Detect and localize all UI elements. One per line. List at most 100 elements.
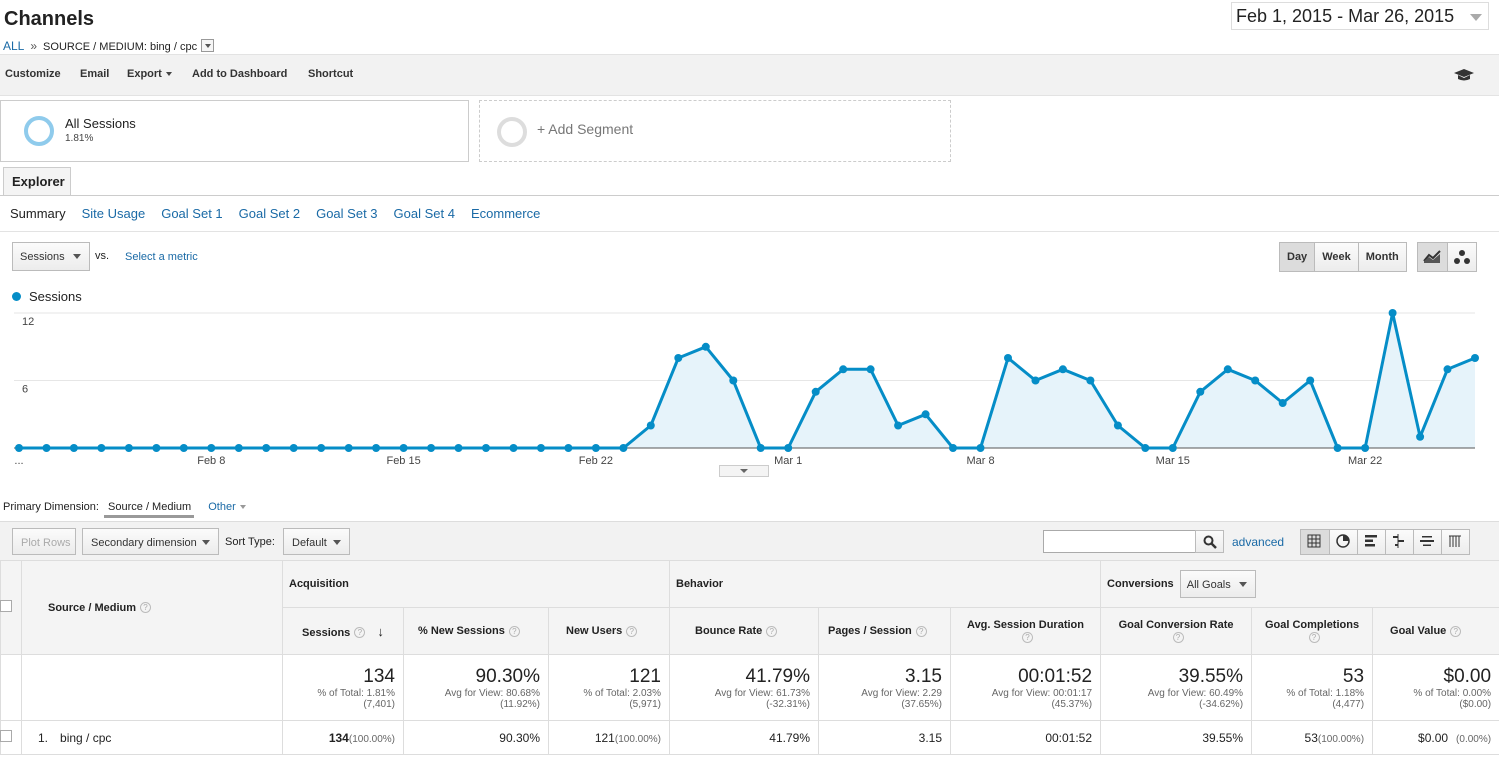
goals-select[interactable]: All Goals xyxy=(1179,570,1256,598)
dimension-header[interactable]: Source / Medium? xyxy=(21,560,283,655)
pivot-icon xyxy=(1449,535,1461,547)
help-icon[interactable]: ? xyxy=(1172,631,1184,643)
x-tick-label: Feb 8 xyxy=(197,455,225,467)
comparison-view-button[interactable] xyxy=(1385,530,1413,554)
add-segment-box[interactable]: + Add Segment xyxy=(479,100,951,162)
chart-resize-handle[interactable] xyxy=(719,465,769,477)
total-sub: (37.65%) xyxy=(901,698,942,710)
sessions-data-point xyxy=(1086,376,1095,385)
help-icon[interactable]: ? xyxy=(1450,625,1462,637)
other-label: Other xyxy=(208,501,236,513)
select-all-checkbox[interactable] xyxy=(0,600,12,612)
avg-duration-header[interactable]: Avg. Session Duration? xyxy=(949,607,1102,655)
graduation-cap-icon[interactable] xyxy=(1453,68,1475,82)
plot-rows-button[interactable]: Plot Rows xyxy=(12,528,76,555)
primary-dimension-underline xyxy=(104,515,194,518)
add-to-dashboard-button[interactable]: Add to Dashboard xyxy=(192,68,288,80)
row-pages-session: 3.15 xyxy=(818,720,951,755)
bounce-rate-header[interactable]: Bounce Rate? xyxy=(669,607,819,655)
sessions-legend-dot xyxy=(12,292,21,301)
segment-all-sessions[interactable]: All Sessions 1.81% xyxy=(0,100,469,162)
new-sessions-header-label: % New Sessions xyxy=(418,625,505,637)
primary-dimension-value[interactable]: Source / Medium xyxy=(108,501,192,513)
row-goal-value-value: $0.00 xyxy=(1418,730,1449,745)
row-bounce-rate: 41.79% xyxy=(669,720,819,755)
subtab-summary[interactable]: Summary xyxy=(10,206,66,221)
subtab-goal-set-3[interactable]: Goal Set 3 xyxy=(316,206,378,221)
help-icon[interactable]: ? xyxy=(766,625,778,637)
customize-button[interactable]: Customize xyxy=(5,68,61,80)
subtab-goal-set-4[interactable]: Goal Set 4 xyxy=(393,206,455,221)
total-sub: (-34.62%) xyxy=(1199,698,1244,710)
goal-conv-rate-header[interactable]: Goal Conversion Rate? xyxy=(1100,607,1253,655)
motion-chart-button[interactable] xyxy=(1447,243,1476,271)
table-toolbar: Plot Rows Secondary dimension Sort Type:… xyxy=(0,521,1499,560)
dimension-header-label: Source / Medium xyxy=(48,601,137,614)
sort-type-select[interactable]: Default xyxy=(283,528,350,555)
y-tick-label: 6 xyxy=(22,384,28,396)
subtab-goal-set-2[interactable]: Goal Set 2 xyxy=(238,206,301,221)
term-cloud-view-button[interactable] xyxy=(1413,530,1441,554)
month-button[interactable]: Month xyxy=(1357,243,1406,271)
help-icon[interactable]: ? xyxy=(140,602,152,614)
day-button[interactable]: Day xyxy=(1280,243,1315,271)
sessions-data-point xyxy=(69,444,78,452)
help-icon[interactable]: ? xyxy=(1022,631,1034,643)
pivot-view-button[interactable] xyxy=(1441,530,1469,554)
row-source-medium-link[interactable]: bing / cpc xyxy=(60,730,112,745)
secondary-dimension-select[interactable]: Secondary dimension xyxy=(82,528,219,555)
row-new-users-pct: (100.00%) xyxy=(614,733,661,745)
sessions-data-point xyxy=(482,444,490,452)
legend-sessions-label: Sessions xyxy=(29,289,82,304)
total-value: 39.55% xyxy=(1178,665,1244,687)
search-button[interactable] xyxy=(1195,530,1224,553)
help-icon[interactable]: ? xyxy=(508,625,520,637)
sessions-line xyxy=(19,311,1476,450)
goal-completions-header[interactable]: Goal Completions? xyxy=(1251,607,1374,655)
bar-chart-icon xyxy=(1365,535,1377,547)
total-value: 134 xyxy=(363,665,395,687)
sessions-data-point xyxy=(1223,365,1232,374)
sessions-data-point xyxy=(124,444,133,452)
add-segment-label: + Add Segment xyxy=(537,121,634,137)
help-icon[interactable]: ? xyxy=(354,627,366,639)
subtab-ecommerce[interactable]: Ecommerce xyxy=(470,206,541,221)
tab-explorer[interactable]: Explorer xyxy=(3,167,71,196)
date-range-picker[interactable]: Feb 1, 2015 - Mar 26, 2015 xyxy=(1231,2,1489,30)
export-button[interactable]: Export xyxy=(127,68,172,80)
performance-view-button[interactable] xyxy=(1357,530,1385,554)
totals-goal-completions: 53% of Total: 1.18% (4,477) xyxy=(1251,654,1374,721)
select-metric-link[interactable]: Select a metric xyxy=(125,251,198,263)
goal-value-header[interactable]: Goal Value? xyxy=(1372,607,1499,655)
sessions-chart[interactable]: 12 6... Feb 8 Feb 15 Feb 22 Mar 1 Mar 8 Mar 15 M… xyxy=(0,305,1499,480)
other-dimension-link[interactable]: Other xyxy=(208,501,246,513)
row-avg-duration: 00:01:52 xyxy=(949,720,1102,755)
new-users-header[interactable]: New Users? xyxy=(548,607,670,655)
table-search-input[interactable] xyxy=(1043,530,1196,553)
week-button[interactable]: Week xyxy=(1314,243,1358,271)
email-button[interactable]: Email xyxy=(80,68,110,80)
segment-percent: 1.81% xyxy=(65,133,94,144)
metric-select[interactable]: Sessions xyxy=(12,242,90,271)
sessions-data-point xyxy=(399,444,408,452)
row-checkbox[interactable] xyxy=(0,730,12,742)
subtab-site-usage[interactable]: Site Usage xyxy=(81,206,146,221)
advanced-filter-link[interactable]: advanced xyxy=(1232,535,1285,549)
sessions-data-point xyxy=(1333,444,1342,452)
breadcrumb-dropdown-icon[interactable] xyxy=(201,39,215,53)
totals-new-sessions: 90.30% Avg for View: 80.68% (11.92%) xyxy=(403,654,549,721)
pages-session-header[interactable]: Pages / Session? xyxy=(818,607,951,655)
sessions-header[interactable]: Sessions? ↓ xyxy=(282,607,404,655)
help-icon[interactable]: ? xyxy=(626,625,638,637)
percentage-view-button[interactable] xyxy=(1329,530,1357,554)
sessions-data-point xyxy=(894,421,903,430)
sessions-data-point xyxy=(1306,376,1315,385)
shortcut-button[interactable]: Shortcut xyxy=(308,68,354,80)
breadcrumb-all-link[interactable]: ALL xyxy=(3,39,25,53)
help-icon[interactable]: ? xyxy=(1308,631,1320,643)
data-view-button[interactable] xyxy=(1301,530,1329,554)
help-icon[interactable]: ? xyxy=(915,625,927,637)
line-chart-button[interactable] xyxy=(1418,243,1447,271)
subtab-goal-set-1[interactable]: Goal Set 1 xyxy=(161,206,223,221)
new-sessions-header[interactable]: % New Sessions? xyxy=(403,607,549,655)
